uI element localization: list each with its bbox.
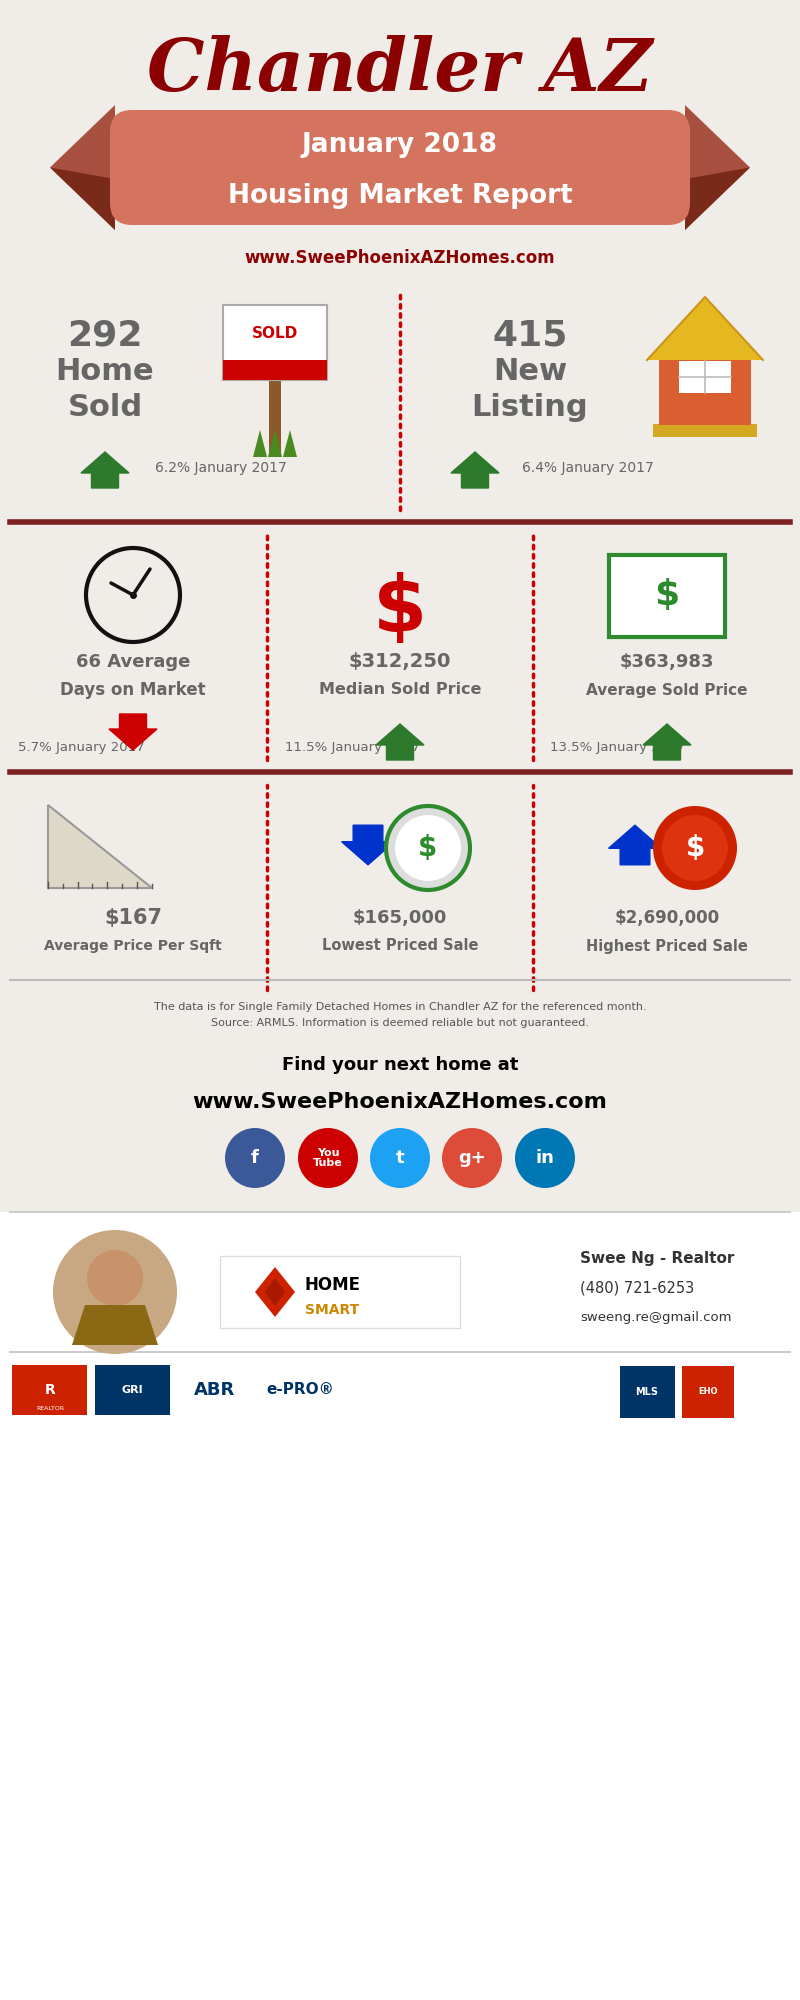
Bar (609, 554, 725, 636)
Text: 292: 292 (67, 318, 142, 352)
Text: in: in (535, 1148, 554, 1168)
FancyArrow shape (342, 826, 394, 864)
Text: $: $ (373, 572, 427, 648)
Polygon shape (283, 430, 297, 458)
Polygon shape (685, 168, 750, 230)
Circle shape (515, 1128, 575, 1188)
Text: R: R (45, 1384, 55, 1396)
Polygon shape (255, 1268, 295, 1316)
Text: MLS: MLS (635, 1388, 658, 1396)
FancyBboxPatch shape (110, 110, 690, 224)
Text: 66 Average: 66 Average (76, 652, 190, 672)
Polygon shape (72, 1304, 158, 1344)
Bar (223, 360, 327, 380)
Polygon shape (268, 430, 282, 458)
Polygon shape (647, 298, 763, 360)
Text: 13.5% January 2017: 13.5% January 2017 (550, 740, 685, 754)
Polygon shape (685, 104, 750, 230)
Polygon shape (48, 804, 152, 888)
Bar (682, 1366, 734, 1418)
Text: REALTOR: REALTOR (36, 1406, 64, 1410)
Text: $363,983: $363,983 (620, 652, 714, 672)
Text: g+: g+ (458, 1148, 486, 1168)
Text: Average Price Per Sqft: Average Price Per Sqft (44, 940, 222, 954)
Text: Chandler AZ: Chandler AZ (147, 34, 653, 106)
Text: Days on Market: Days on Market (60, 680, 206, 700)
Text: 11.5% January 2017: 11.5% January 2017 (285, 740, 420, 754)
Text: sweeng.re@gmail.com: sweeng.re@gmail.com (580, 1312, 731, 1324)
Circle shape (442, 1128, 502, 1188)
Text: Swee Ng - Realtor: Swee Ng - Realtor (580, 1250, 734, 1266)
Circle shape (298, 1128, 358, 1188)
FancyArrow shape (609, 826, 662, 864)
Text: Sold: Sold (67, 394, 142, 422)
Polygon shape (50, 104, 115, 230)
Text: $2,690,000: $2,690,000 (614, 908, 719, 928)
Text: $167: $167 (104, 908, 162, 928)
Text: $165,000: $165,000 (353, 908, 447, 928)
Bar (679, 360, 731, 392)
Circle shape (386, 806, 470, 890)
Circle shape (87, 1250, 143, 1306)
Text: $: $ (654, 578, 680, 612)
FancyArrow shape (643, 724, 691, 760)
Circle shape (395, 816, 461, 880)
Bar (0, 1212, 800, 2000)
Bar (223, 304, 327, 380)
Circle shape (662, 816, 728, 880)
Text: Listing: Listing (472, 394, 588, 422)
Text: You
Tube: You Tube (313, 1148, 343, 1168)
Circle shape (53, 1230, 177, 1354)
Bar (620, 1366, 675, 1418)
FancyArrow shape (81, 452, 129, 488)
Text: www.SweePhoenixAZHomes.com: www.SweePhoenixAZHomes.com (193, 1092, 607, 1112)
Text: $: $ (686, 834, 705, 862)
Text: Home: Home (56, 358, 154, 386)
Text: Lowest Priced Sale: Lowest Priced Sale (322, 938, 478, 954)
Bar (95, 1364, 170, 1416)
Text: New: New (493, 358, 567, 386)
Text: Highest Priced Sale: Highest Priced Sale (586, 938, 748, 954)
Text: f: f (251, 1148, 259, 1168)
Text: 415: 415 (492, 318, 568, 352)
Text: Average Sold Price: Average Sold Price (586, 682, 748, 698)
Text: Housing Market Report: Housing Market Report (228, 184, 572, 210)
Text: Median Sold Price: Median Sold Price (318, 682, 482, 698)
Bar (269, 322, 281, 458)
Text: The data is for Single Family Detached Homes in Chandler AZ for the referenced m: The data is for Single Family Detached H… (154, 1002, 646, 1028)
Text: e-PRO®: e-PRO® (266, 1382, 334, 1398)
Text: $312,250: $312,250 (349, 652, 451, 672)
Text: January 2018: January 2018 (302, 132, 498, 158)
Text: EHO: EHO (698, 1388, 718, 1396)
Text: GRI: GRI (121, 1384, 143, 1396)
Circle shape (225, 1128, 285, 1188)
Text: 6.2% January 2017: 6.2% January 2017 (155, 462, 286, 474)
Text: Find your next home at: Find your next home at (282, 1056, 518, 1074)
Circle shape (653, 806, 737, 890)
Text: SOLD: SOLD (252, 326, 298, 340)
Text: HOME: HOME (305, 1276, 361, 1294)
Text: ABR: ABR (194, 1380, 236, 1400)
Circle shape (370, 1128, 430, 1188)
Polygon shape (253, 430, 267, 458)
FancyArrow shape (376, 724, 424, 760)
Text: 6.4% January 2017: 6.4% January 2017 (522, 462, 654, 474)
Polygon shape (50, 168, 115, 230)
FancyArrow shape (451, 452, 499, 488)
Text: SMART: SMART (305, 1304, 359, 1316)
Bar (220, 1256, 460, 1328)
Text: $: $ (418, 834, 438, 862)
Text: t: t (396, 1148, 404, 1168)
Bar (12, 1364, 87, 1416)
Text: 5.7% January 2017: 5.7% January 2017 (18, 740, 145, 754)
Text: www.SweePhoenixAZHomes.com: www.SweePhoenixAZHomes.com (245, 248, 555, 266)
Bar (653, 424, 757, 438)
Text: (480) 721-6253: (480) 721-6253 (580, 1280, 694, 1296)
Bar (659, 360, 751, 426)
FancyArrow shape (109, 714, 157, 750)
Polygon shape (265, 1278, 285, 1306)
